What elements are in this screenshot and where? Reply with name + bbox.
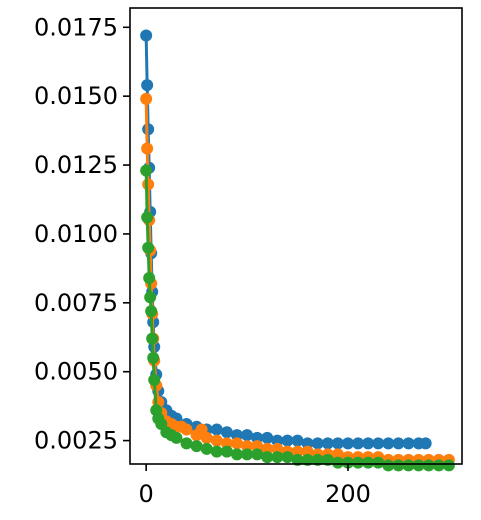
plot-area	[140, 29, 455, 472]
series-3-point	[352, 456, 365, 469]
series-2-point	[261, 442, 274, 455]
series-3-point	[382, 459, 395, 472]
series-3-point	[402, 459, 415, 472]
series-3-point	[220, 445, 233, 458]
series-1	[140, 29, 432, 450]
series-3-point	[144, 291, 157, 304]
series-1-point	[301, 437, 314, 450]
y-tick-label: 0.0025	[34, 427, 118, 455]
series-1-point	[372, 437, 385, 450]
x-tick-label: 0	[139, 480, 154, 508]
series-2-point	[271, 442, 284, 455]
series-1-point	[321, 437, 334, 450]
series-3-point	[147, 351, 160, 364]
series-1-point	[419, 437, 432, 450]
series-3-point	[143, 272, 156, 285]
series-3-point	[271, 451, 284, 464]
series-3-point	[392, 459, 405, 472]
series-1-point	[402, 437, 415, 450]
series-2-point	[291, 445, 304, 458]
series-1-point	[362, 437, 375, 450]
y-tick-label: 0.0075	[34, 289, 118, 317]
series-1-point	[281, 434, 294, 447]
series-3-point	[140, 164, 153, 177]
series-2-line	[144, 98, 449, 462]
series-3-point	[372, 456, 385, 469]
y-axis: 0.0025 0.0050 0.0075 0.0100 0.0125 0.0150 0.01…	[34, 13, 130, 455]
series-1-point	[392, 437, 405, 450]
series-1-point	[271, 434, 284, 447]
series-3-point	[141, 211, 154, 224]
series-2	[140, 92, 455, 466]
series-3-point	[261, 451, 274, 464]
series-1-point	[220, 426, 233, 439]
series-3-point	[251, 448, 264, 461]
series-2-point	[241, 440, 254, 453]
series-3-point	[241, 448, 254, 461]
series-2-point	[331, 448, 344, 461]
series-3-point	[145, 305, 158, 318]
series-3-point	[422, 459, 435, 472]
series-1-point	[261, 431, 274, 444]
series-3-point	[146, 332, 159, 345]
series-1-line	[144, 35, 426, 445]
series-3	[140, 164, 455, 472]
series-2-point	[210, 434, 223, 447]
series-2-point	[180, 423, 193, 436]
y-tick-label: 0.0050	[34, 358, 118, 386]
series-3-point	[331, 456, 344, 469]
series-3-point	[200, 442, 213, 455]
series-3-point	[210, 445, 223, 458]
series-2-point	[230, 437, 243, 450]
series-3-point	[412, 459, 425, 472]
axes-frame	[129, 7, 463, 465]
series-2-point	[140, 92, 153, 105]
series-1-point	[352, 437, 365, 450]
series-2-point	[301, 445, 314, 458]
series-1-point	[382, 437, 395, 450]
y-tick-label: 0.0100	[34, 220, 118, 248]
series-1-point	[230, 429, 243, 442]
series-3-point	[142, 241, 155, 254]
series-2-point	[200, 431, 213, 444]
series-3-point	[311, 453, 324, 466]
series-1-point	[331, 437, 344, 450]
series-1-point	[140, 29, 153, 42]
series-1-point	[311, 437, 324, 450]
x-tick-label: 200	[325, 480, 371, 508]
series-3-point	[170, 431, 183, 444]
series-2-point	[220, 437, 233, 450]
series-1-point	[141, 79, 154, 92]
series-2-point	[141, 142, 154, 155]
y-tick-label: 0.0125	[34, 151, 118, 179]
series-3-point	[341, 456, 354, 469]
series-1-point	[251, 431, 264, 444]
series-3-point	[190, 440, 203, 453]
series-3-point	[148, 373, 161, 386]
series-1-point	[291, 434, 304, 447]
series-3-point	[291, 453, 304, 466]
series-1-point	[241, 429, 254, 442]
y-tick-label: 0.0150	[34, 82, 118, 110]
y-tick-label: 0.0175	[34, 13, 118, 41]
x-axis: 0 200	[139, 464, 371, 508]
series-1-point	[341, 437, 354, 450]
series-2-point	[142, 178, 155, 191]
series-3-point	[432, 459, 445, 472]
series-3-point	[230, 448, 243, 461]
series-3-point	[281, 451, 294, 464]
series-3-point	[321, 453, 334, 466]
series-2-point	[251, 440, 264, 453]
series-3-point	[180, 437, 193, 450]
series-3-point	[301, 453, 314, 466]
series-3-point	[362, 456, 375, 469]
series-3-point	[442, 459, 455, 472]
series-1-point	[210, 423, 223, 436]
